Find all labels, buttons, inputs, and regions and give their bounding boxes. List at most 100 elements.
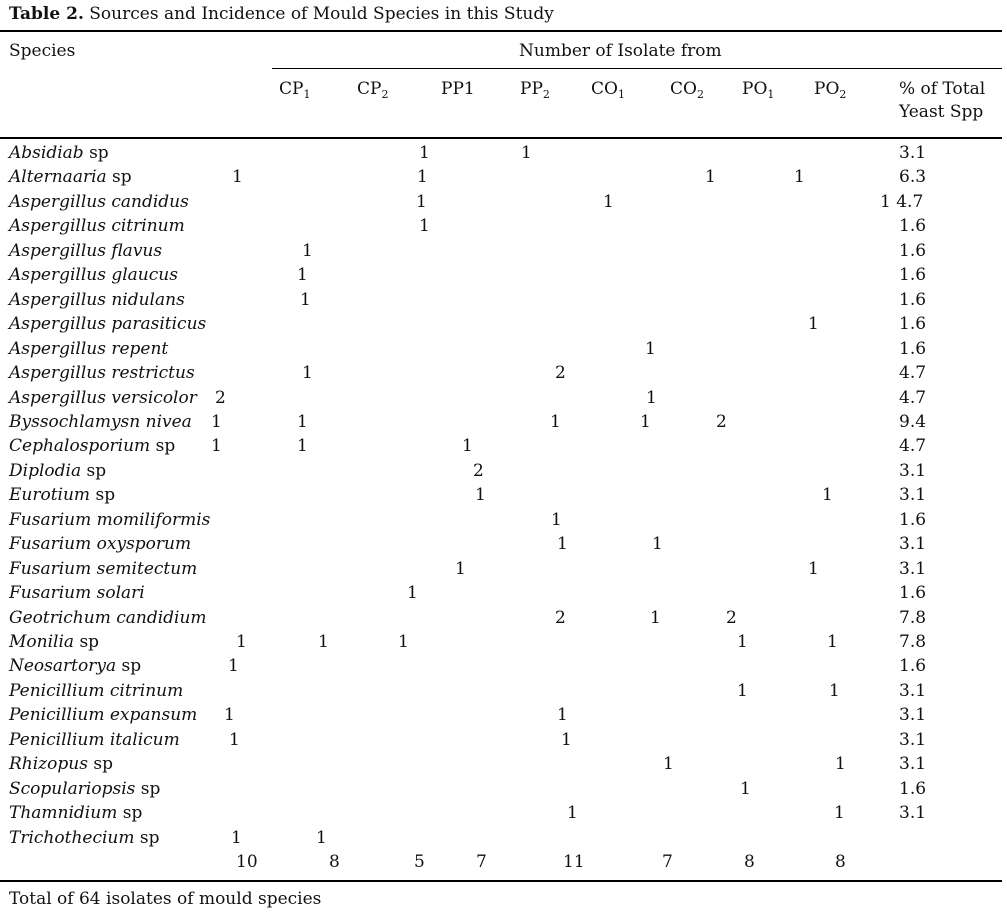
species-header: Species: [9, 41, 76, 61]
species-label: Aspergillus repent: [9, 339, 169, 359]
table-footnote: Total of 64 isolates of mould species: [9, 889, 322, 909]
species-label: Aspergillus versicolor: [9, 388, 197, 408]
isolate-count: 2: [726, 608, 737, 628]
pct-header-line1: % of Total: [899, 79, 986, 99]
species-suffix: sp: [106, 167, 132, 187]
percent-cell: 1.6: [899, 216, 927, 236]
isolate-count: 1: [300, 290, 311, 310]
group-header: Number of Isolate from: [519, 41, 722, 61]
isolate-count: 1: [794, 167, 805, 187]
percent-cell: 3.1: [899, 485, 927, 505]
percent-cell: 3.1: [899, 730, 927, 750]
percent-cell: 3.1: [899, 559, 927, 579]
top-rule: [0, 30, 1002, 32]
isolate-count: 1: [419, 143, 430, 163]
isolate-count: 1: [835, 754, 846, 774]
isolate-count: 1: [398, 632, 409, 652]
isolate-count: 1: [211, 436, 222, 456]
isolate-count: 1: [834, 803, 845, 823]
isolate-count: 1: [231, 828, 242, 848]
percent-cell: 1 4.7: [880, 192, 924, 212]
isolate-count: 1: [224, 705, 235, 725]
column-header-label: PO: [814, 79, 840, 99]
isolate-count: 1: [318, 632, 329, 652]
species-name: Aspergillus candidus: [9, 192, 189, 212]
species-suffix: sp: [150, 436, 176, 456]
column-header-label: PP1: [441, 79, 475, 99]
percent-cell: 3.1: [899, 754, 927, 774]
isolate-count: 1: [228, 656, 239, 676]
species-suffix: sp: [134, 828, 160, 848]
column-header-subscript: 2: [381, 88, 389, 101]
isolate-count: 1: [740, 779, 751, 799]
species-label: Aspergillus glaucus: [9, 265, 178, 285]
percent-cell: 7.8: [899, 632, 927, 652]
species-name: Fusarium solari: [9, 583, 145, 603]
species-label: Fusarium momiliformis: [9, 510, 211, 530]
species-name: Monilia sp: [9, 632, 99, 652]
species-name: Thamnidium sp: [9, 803, 142, 823]
species-label: Absidiab: [9, 143, 84, 163]
isolate-count: 1: [550, 412, 561, 432]
isolate-count: 2: [555, 363, 566, 383]
species-label: Fusarium solari: [9, 583, 145, 603]
column-header: CP2: [357, 79, 389, 101]
species-name: Cephalosporium sp: [9, 436, 175, 456]
isolate-count: 1: [640, 412, 651, 432]
species-label: Eurotium: [9, 485, 91, 505]
caption-label: Table 2.: [9, 4, 84, 24]
species-label: Rhizopus: [9, 754, 88, 774]
isolate-count: 1: [808, 559, 819, 579]
percent-cell: 3.1: [899, 705, 927, 725]
isolate-count: 1: [557, 534, 568, 554]
species-label: Penicillium italicum: [9, 730, 180, 750]
species-name: Geotrichum candidium: [9, 608, 207, 628]
isolate-count: 1: [407, 583, 418, 603]
species-label: Thamnidium: [9, 803, 118, 823]
isolate-count: 1: [737, 632, 748, 652]
species-name: Aspergillus glaucus: [9, 265, 178, 285]
isolate-count: 1: [567, 803, 578, 823]
column-header: PP2: [520, 79, 550, 100]
isolate-count: 1: [705, 167, 716, 187]
species-label: Byssochlamysn nivea: [9, 412, 192, 432]
column-header: CP1: [279, 79, 311, 101]
column-header-label: CP: [357, 79, 382, 99]
isolate-count: 1: [650, 608, 661, 628]
isolate-count: 2: [555, 608, 566, 628]
caption-text: Sources and Incidence of Mould Species i…: [89, 4, 554, 24]
percent-cell: 4.7: [899, 363, 927, 383]
percent-cell: 1.6: [899, 339, 927, 359]
percent-cell: 3.1: [899, 803, 927, 823]
column-total: 8: [744, 852, 755, 872]
column-header-subscript: 1: [303, 88, 311, 101]
species-name: Alternaaria sp: [9, 167, 132, 187]
species-suffix: sp: [83, 143, 109, 163]
isolate-count: 2: [716, 412, 727, 432]
column-header-label: PP: [520, 79, 543, 99]
column-total: 8: [329, 852, 340, 872]
percent-cell: 1.6: [899, 265, 927, 285]
percent-cell: 1.6: [899, 314, 927, 334]
column-header: PO2: [814, 79, 846, 100]
species-suffix: sp: [135, 779, 161, 799]
percent-cell: 1.6: [899, 656, 927, 676]
species-name: Aspergillus repent: [9, 339, 168, 359]
column-header-label: CO: [670, 79, 697, 99]
species-label: Penicillium expansum: [9, 705, 198, 725]
species-label: Neosartorya: [9, 656, 117, 676]
species-name: Fusarium momiliformis: [9, 510, 210, 530]
species-name: Rhizopus sp: [9, 754, 113, 774]
species-name: Diplodia sp: [9, 461, 106, 481]
species-label: Penicillium citrinum: [9, 681, 184, 701]
percent-cell: 9.4: [899, 412, 927, 432]
species-name: Scopulariopsis sp: [9, 779, 160, 799]
percent-cell: 7.8: [899, 608, 927, 628]
column-total: 7: [662, 852, 673, 872]
column-header-label: PO: [742, 79, 768, 99]
isolate-count: 1: [416, 192, 427, 212]
column-total: 7: [476, 852, 487, 872]
species-name: Trichothecium sp: [9, 828, 160, 848]
percent-cell: 1.6: [899, 583, 927, 603]
isolate-count: 2: [473, 461, 484, 481]
